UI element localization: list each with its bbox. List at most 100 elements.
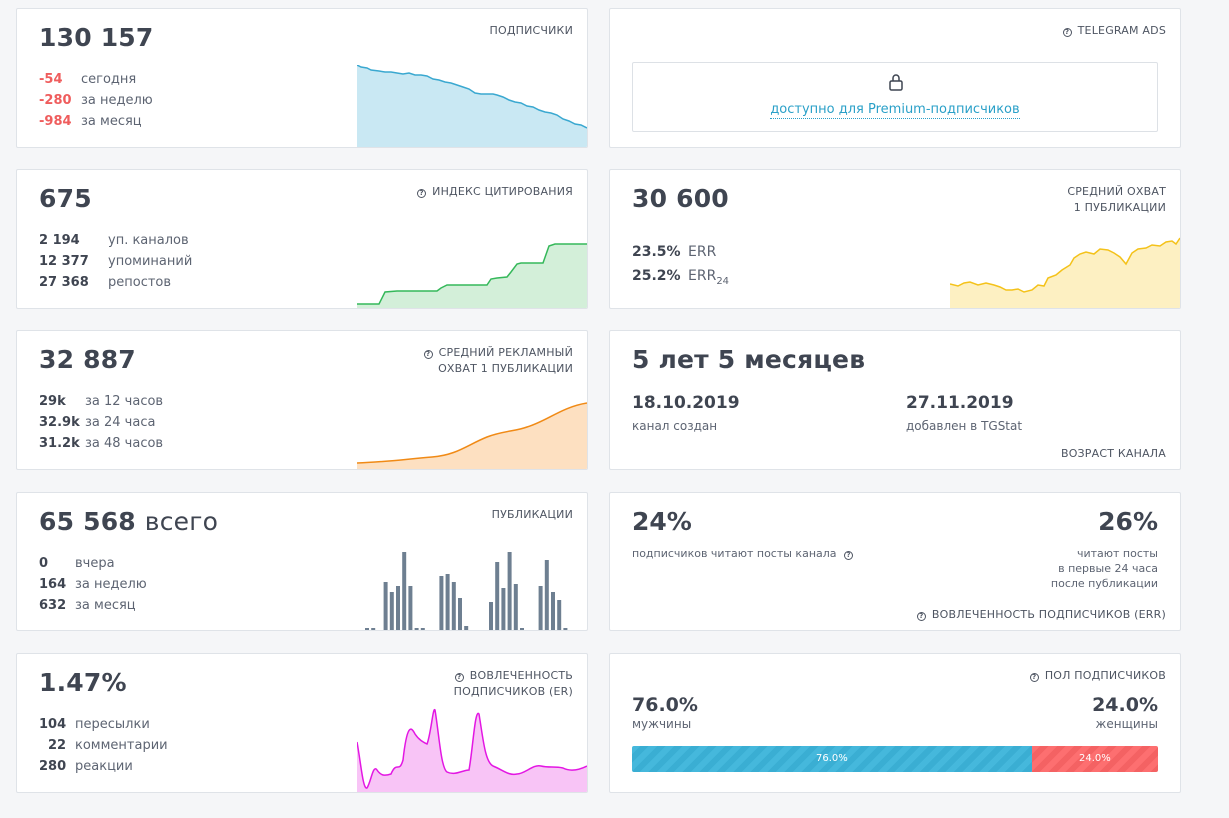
engagement-err-card: 24% подписчиков читают посты канала ? 26… (609, 492, 1181, 631)
publications-suffix: всего (144, 507, 219, 536)
publication-bar (557, 600, 562, 630)
publication-bar (371, 628, 376, 630)
er-value: 1.47% (39, 668, 127, 697)
err-label: ERR (688, 244, 717, 260)
publication-bar (458, 598, 462, 630)
citation-label-text: ИНДЕКС ЦИТИРОВАНИЯ (432, 185, 573, 198)
gender-bar[interactable]: 76.0% 24.0% (632, 746, 1158, 772)
stat-label: вчера (75, 556, 115, 571)
citation-sparkline[interactable] (357, 236, 587, 308)
publications-value: 65 568 всего (39, 507, 218, 536)
ad-reach-area (357, 403, 587, 469)
stat-row: 29k за 12 часов (39, 391, 163, 412)
stat-value: 280 (39, 759, 67, 774)
publications-label[interactable]: ПУБЛИКАЦИИ (491, 508, 573, 521)
err-right-text: читают посты в первые 24 часа после публ… (1051, 546, 1158, 591)
male-label: мужчины (632, 717, 692, 731)
question-icon[interactable]: ? (844, 551, 854, 560)
stat-value: 22 (47, 738, 67, 753)
citation-label[interactable]: ? ИНДЕКС ЦИТИРОВАНИЯ (417, 184, 573, 200)
gender-label[interactable]: ? ПОЛ ПОДПИСЧИКОВ (1029, 668, 1166, 684)
channel-age-label[interactable]: ВОЗРАСТ КАНАЛА (1060, 447, 1166, 460)
ad-reach-label[interactable]: ? СРЕДНИЙ РЕКЛАМНЫЙ ОХВАТ 1 ПУБЛИКАЦИИ (423, 345, 573, 377)
stat-label: реакции (75, 759, 133, 774)
stat-label: за месяц (75, 598, 136, 613)
channel-age-value: 5 лет 5 месяцев (632, 345, 866, 374)
engagement-err-label[interactable]: ? ВОВЛЕЧЕННОСТЬ ПОДПИСЧИКОВ (ERR) (916, 608, 1166, 621)
premium-link-text: доступно для Premium-подписчиков (770, 102, 1020, 119)
publication-bar (495, 562, 500, 630)
question-icon[interactable]: ? (454, 673, 464, 682)
stat-value: 632 (39, 598, 67, 613)
avg-reach-sparkline[interactable] (950, 236, 1180, 308)
err-row: 23.5% ERR (632, 240, 729, 264)
publication-bar (551, 592, 555, 630)
avg-reach-card: 30 600 СРЕДНИЙ ОХВАТ 1 ПУБЛИКАЦИИ 23.5% E… (609, 169, 1181, 309)
stat-value: 31.2k (39, 436, 80, 451)
engagement-err-label-text: ВОВЛЕЧЕННОСТЬ ПОДПИСЧИКОВ (ERR) (931, 608, 1166, 621)
question-icon[interactable]: ? (916, 612, 926, 621)
stat-row: 104 пересылки (39, 714, 168, 735)
channel-age-card: 5 лет 5 месяцев 18.10.2019 канал создан … (609, 330, 1181, 470)
err-right-value: 26% (1098, 507, 1158, 536)
stat-value: -54 (39, 72, 63, 87)
stat-row: 0 вчера (39, 553, 147, 574)
err24-row: 25.2% ERR24 (632, 264, 729, 288)
gender-card: ? ПОЛ ПОДПИСЧИКОВ 76.0% мужчины 24.0% жен… (609, 653, 1181, 793)
publication-bar (445, 574, 450, 630)
err-value: 23.5% (632, 244, 681, 260)
publication-bar (520, 628, 524, 630)
telegram-ads-label[interactable]: ? TELEGRAM ADS (1062, 23, 1166, 39)
er-label[interactable]: ? ВОВЛЕЧЕННОСТЬ ПОДПИСЧИКОВ (ER) (454, 668, 573, 700)
citation-value: 675 (39, 184, 92, 213)
added-date: 27.11.2019 (906, 393, 1014, 413)
publication-bar (420, 628, 425, 630)
stat-row: 280 реакции (39, 756, 168, 777)
female-segment[interactable]: 24.0% (1031, 746, 1158, 772)
subscribers-label[interactable]: ПОДПИСЧИКИ (489, 24, 573, 37)
publication-bar (501, 588, 506, 630)
question-icon[interactable]: ? (1062, 28, 1072, 37)
publication-bar (396, 586, 400, 630)
publications-bar-chart[interactable] (357, 548, 587, 630)
avg-reach-label[interactable]: СРЕДНИЙ ОХВАТ 1 ПУБЛИКАЦИИ (1067, 184, 1166, 216)
ad-reach-stats: 29k за 12 часов 32.9k за 24 часа 31.2k за 4… (39, 391, 163, 454)
stat-label: за неделю (75, 577, 147, 592)
publication-bar (408, 586, 413, 630)
created-label: канал создан (632, 419, 718, 433)
ad-reach-card: 32 887 ? СРЕДНИЙ РЕКЛАМНЫЙ ОХВАТ 1 ПУБЛИК… (16, 330, 588, 470)
avg-reach-line (950, 237, 1180, 293)
stat-label: сегодня (81, 72, 137, 87)
publication-bar (563, 628, 568, 630)
stat-row: 632 за месяц (39, 595, 147, 616)
ad-reach-sparkline[interactable] (357, 397, 587, 469)
lock-icon (889, 74, 903, 91)
publication-bar (464, 626, 469, 630)
stat-row: 164 за неделю (39, 574, 147, 595)
subscribers-sparkline[interactable] (357, 65, 587, 147)
err24-label: ERR (688, 268, 717, 284)
publication-bar (507, 552, 512, 630)
subscribers-stats: -54 сегодня -280 за неделю -984 за месяц (39, 69, 153, 132)
stat-label: уп. каналов (108, 233, 189, 248)
question-icon[interactable]: ? (423, 350, 433, 359)
stat-value: 32.9k (39, 415, 80, 430)
stat-value: -280 (39, 93, 72, 108)
er-label-line2: ПОДПИСЧИКОВ (ER) (453, 685, 573, 698)
citation-line (357, 243, 587, 305)
er-label-line1: ? ВОВЛЕЧЕННОСТЬ (454, 668, 573, 684)
avg-reach-value: 30 600 (632, 184, 729, 213)
publication-bar (544, 560, 549, 630)
premium-link[interactable]: доступно для Premium-подписчиков (633, 102, 1157, 119)
question-icon[interactable]: ? (417, 189, 427, 198)
male-segment[interactable]: 76.0% (632, 746, 1032, 772)
ad-reach-line (357, 402, 587, 464)
stat-label: за месяц (81, 114, 142, 129)
er-sparkline[interactable] (357, 704, 587, 792)
subscribers-area (357, 65, 587, 147)
stat-row: 27 368 репостов (39, 272, 192, 293)
publication-bar (439, 576, 444, 630)
stat-value: -984 (39, 114, 72, 129)
question-icon[interactable]: ? (1029, 673, 1039, 682)
female-label: женщины (1095, 717, 1158, 731)
